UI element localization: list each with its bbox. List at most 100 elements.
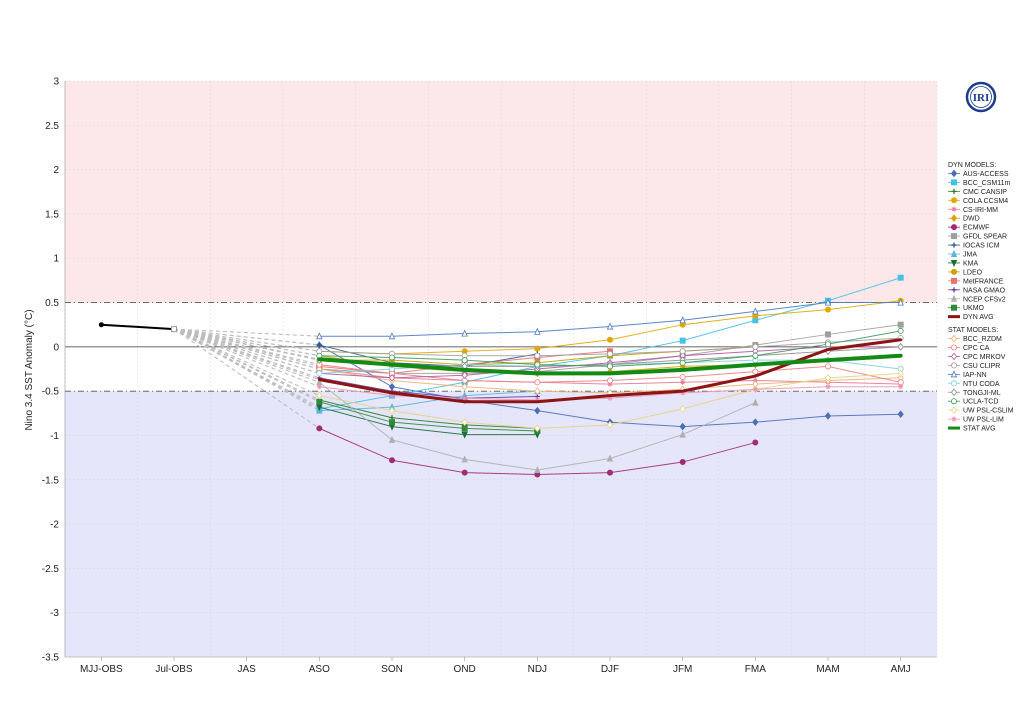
legend-label: NASA GMAO <box>963 287 1006 294</box>
legend-swatch-marker <box>951 304 958 311</box>
legend-item-dyn-avg: DYN AVG <box>948 314 994 321</box>
legend-label: BCC_CSM11m <box>963 180 1010 187</box>
data-point <box>388 457 395 464</box>
legend-item-dwd: DWD <box>948 214 980 223</box>
data-point <box>461 469 468 476</box>
observed-line <box>101 323 175 331</box>
legend-label: MetFRANCE <box>963 278 1004 285</box>
logo-text: IRI <box>973 92 990 104</box>
data-point <box>389 392 395 399</box>
legend-swatch-marker <box>951 179 958 186</box>
legend-label: DWD <box>963 216 980 223</box>
x-tick-label: AMJ <box>891 664 911 675</box>
data-point <box>607 395 613 401</box>
legend-swatch-marker <box>951 362 958 369</box>
connector-line <box>173 328 320 366</box>
data-point <box>607 350 614 357</box>
x-tick-label: NDJ <box>528 664 547 675</box>
data-point <box>679 348 686 355</box>
x-tick-label: ASO <box>309 664 330 675</box>
legend-label: CPC MRKOV <box>963 354 1006 361</box>
iri-logo: IRI <box>965 81 997 113</box>
legend-item-ntu-coda: NTU CODA <box>948 380 1000 388</box>
data-point <box>461 425 468 432</box>
series-line <box>318 377 538 399</box>
legend-label: CSU CLIPR <box>963 363 1000 370</box>
legend-swatch-marker <box>951 233 958 240</box>
data-point <box>534 465 541 474</box>
series-line <box>317 338 903 404</box>
data-point <box>534 345 541 352</box>
connector-line <box>173 328 320 374</box>
legend-swatch-marker <box>950 334 958 343</box>
data-point <box>897 321 904 328</box>
data-point <box>534 379 541 386</box>
legend-item-jma: JMA <box>948 249 977 259</box>
data-point <box>606 322 614 330</box>
y-tick-label: -1.5 <box>42 475 60 486</box>
data-point <box>461 382 468 391</box>
legend-label: AUS-ACCESS <box>963 171 1009 178</box>
data-point <box>388 374 396 382</box>
legend-swatch-marker <box>951 344 958 351</box>
series-line <box>318 401 538 432</box>
legend-swatch-marker <box>950 214 958 223</box>
x-tick-label: MAM <box>816 664 839 675</box>
data-point <box>388 354 395 361</box>
data-point <box>534 406 541 415</box>
legend-label: UKMO <box>963 305 985 312</box>
legend-item-bcc-rzdm: BCC_RZDM <box>948 334 1002 343</box>
data-point <box>752 307 759 315</box>
connector-line <box>173 328 320 346</box>
connector-line <box>173 328 320 397</box>
y-tick-label: -2.5 <box>42 564 60 575</box>
y-axis: 3 2.5 2 1.5 1 0.5 0 -0.5 -1 -1.5 -2 -2.5 -3 -3.5 <box>42 77 60 664</box>
y-tick-label: -1 <box>50 431 59 442</box>
legend-item-cmc-cansip: CMC CANSIP <box>948 188 1007 196</box>
data-point <box>462 395 468 401</box>
data-point <box>534 387 541 395</box>
connector-line <box>173 328 320 352</box>
legend-item-cola-ccsm4: COLA CCSM4 <box>948 197 1008 205</box>
data-point <box>388 332 396 340</box>
data-point <box>752 386 758 392</box>
data-point <box>680 379 686 385</box>
legend-swatch-marker <box>951 416 957 422</box>
data-point <box>534 327 541 335</box>
data-point <box>607 469 614 476</box>
data-point <box>825 306 832 313</box>
data-point <box>898 384 904 390</box>
series-kma <box>316 404 541 439</box>
legend-swatch-marker <box>950 259 958 268</box>
x-tick-label: Jul-OBS <box>155 664 193 675</box>
data-point <box>534 424 541 433</box>
series-ncep-cfsv2 <box>316 378 759 474</box>
data-point <box>824 298 832 306</box>
legend-item-ecmwf: ECMWF <box>948 224 989 232</box>
data-point <box>825 384 831 390</box>
legend-item-csu-clipr: CSU CLIPR <box>948 362 1000 370</box>
data-point <box>607 336 614 343</box>
y-tick-label: 0.5 <box>45 298 59 309</box>
legend-item-nasa-gmao: NASA GMAO <box>948 287 1006 294</box>
data-point <box>316 425 323 432</box>
legend-label: GFDL SPEAR <box>963 234 1007 241</box>
legend-item-uw-psl-lim: UW PSL-LIM <box>948 416 1004 424</box>
data-point <box>752 418 759 427</box>
data-point <box>752 439 759 446</box>
data-point <box>679 359 686 366</box>
x-axis: MJJ-OBS Jul-OBS JAS ASO SON OND NDJ DJF JFM FMA MA… <box>80 657 911 675</box>
legend-item-uw-psl-cslim: UW PSL-CSLIM <box>948 406 1014 415</box>
legend-label: CS-IRI-MM <box>963 207 998 214</box>
data-point <box>388 419 395 426</box>
data-point <box>752 352 759 359</box>
legend-label: STAT AVG <box>963 426 996 433</box>
data-point <box>316 370 323 377</box>
connector-line <box>173 328 320 357</box>
connector-line <box>173 328 320 429</box>
data-point <box>607 377 614 384</box>
y-tick-label: 2 <box>53 165 59 176</box>
legend-label: BCC_RZDM <box>963 336 1002 343</box>
data-point <box>824 412 832 420</box>
